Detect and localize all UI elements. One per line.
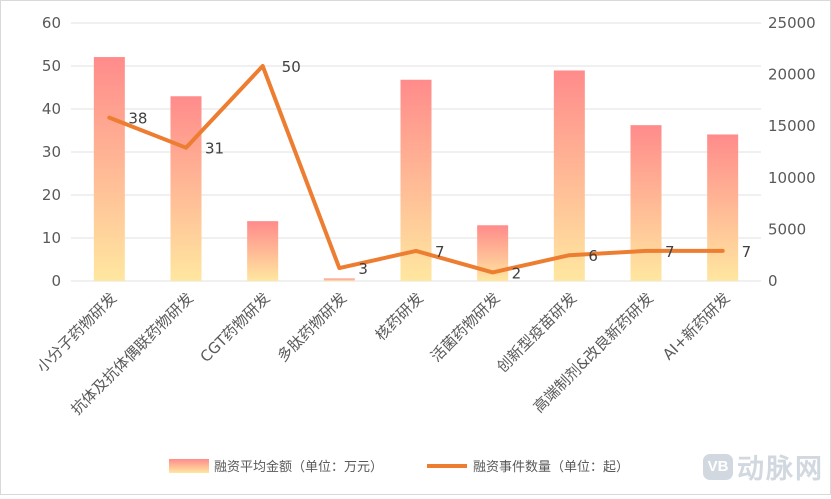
vb-logo-icon: VB [703, 453, 733, 480]
bar-series [93, 57, 739, 281]
x-tick-label: CGT药物研发 [197, 289, 274, 366]
right-tick-label: 10000 [768, 169, 816, 187]
left-axis: 0 10 20 30 40 50 60 [42, 14, 61, 290]
data-label: 7 [435, 243, 445, 261]
watermark: VB 动脉网 [703, 447, 824, 486]
left-tick-label: 50 [42, 57, 61, 75]
data-label: 6 [588, 247, 598, 265]
x-tick-label: 创新型疫苗研发 [493, 289, 580, 376]
x-tick-label: 小分子药物研发 [33, 289, 120, 376]
bar [630, 125, 662, 281]
right-tick-label: 20000 [768, 66, 816, 84]
data-labels: 38 31 50 3 7 2 6 7 7 [128, 58, 751, 282]
series-line [107, 64, 725, 275]
data-label: 31 [205, 140, 224, 158]
right-axis: 0 5000 10000 15000 20000 25000 [768, 14, 816, 290]
bar [170, 96, 202, 281]
bar [93, 57, 125, 281]
legend-line-label: 融资事件数量（单位：起） [473, 460, 629, 475]
watermark-text: 动脉网 [737, 454, 824, 485]
legend-bar-swatch [169, 459, 209, 473]
x-tick-label: 核药研发 [372, 289, 427, 344]
bar [247, 221, 279, 281]
data-label: 38 [128, 110, 147, 128]
data-label: 3 [358, 260, 368, 278]
bar [707, 134, 739, 281]
left-tick-label: 30 [42, 143, 61, 161]
right-tick-label: 15000 [768, 117, 816, 135]
data-label: 7 [742, 243, 752, 261]
data-label: 7 [665, 243, 675, 261]
left-tick-label: 60 [42, 14, 61, 32]
bar [323, 278, 355, 281]
bar [553, 70, 585, 281]
x-tick-label: 多肽药物研发 [274, 289, 350, 365]
left-tick-label: 0 [51, 272, 61, 290]
line-series [107, 64, 725, 275]
bar [400, 79, 432, 281]
legend-bar-label: 融资平均金额（单位：万元） [214, 459, 383, 475]
legend: 融资平均金额（单位：万元） 融资事件数量（单位：起） [169, 459, 629, 475]
right-tick-label: 5000 [768, 220, 806, 238]
data-label: 2 [512, 264, 522, 282]
x-tick-label: 活菌药物研发 [427, 289, 503, 365]
data-label: 50 [282, 58, 301, 76]
left-tick-label: 10 [42, 229, 61, 247]
right-tick-label: 25000 [768, 14, 816, 32]
left-tick-label: 20 [42, 186, 61, 204]
right-tick-label: 0 [768, 272, 778, 290]
x-tick-label: AI+新药研发 [659, 289, 733, 363]
left-tick-label: 40 [42, 100, 61, 118]
